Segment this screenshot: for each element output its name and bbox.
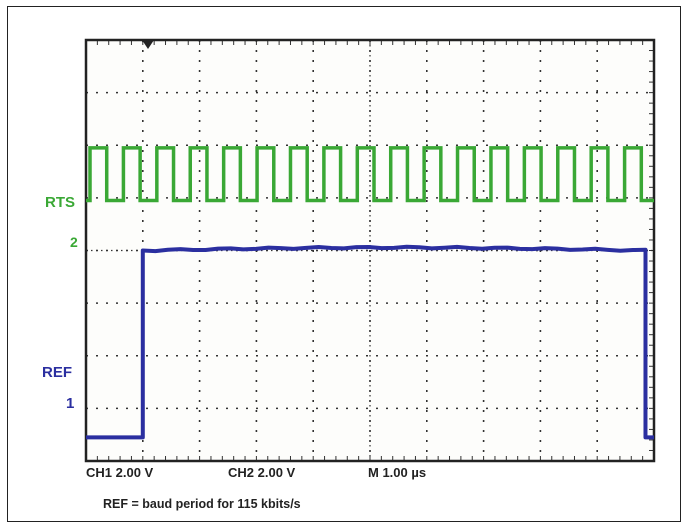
rts-trace — [86, 146, 654, 203]
traces — [86, 146, 654, 440]
ref-channel-marker: 1 — [66, 395, 74, 412]
plot-border — [84, 38, 656, 463]
caption: REF = baud period for 115 kbits/s — [103, 497, 301, 511]
ref-trace — [86, 244, 654, 440]
ch2-scale-label: CH2 2.00 V — [228, 465, 296, 480]
rts-channel-marker: 2 — [70, 234, 78, 250]
trigger-marker — [142, 40, 154, 49]
ch1-scale-label: CH1 2.00 V — [86, 465, 154, 480]
timebase-label: M 1.00 µs — [368, 465, 426, 480]
ref-series-label: REF — [42, 364, 72, 381]
rts-series-label: RTS — [45, 194, 75, 211]
figure-frame — [7, 6, 681, 522]
